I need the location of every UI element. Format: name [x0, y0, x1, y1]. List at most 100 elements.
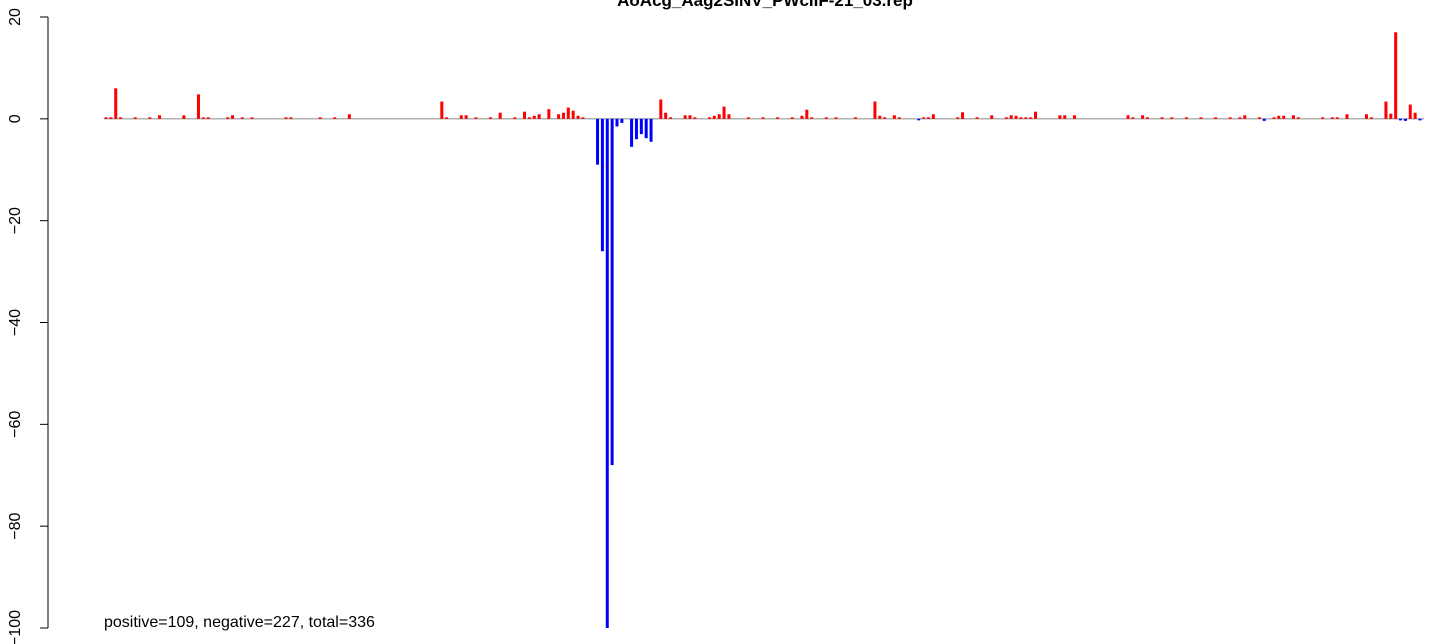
positive-bar [347, 114, 351, 119]
positive-bar [464, 115, 468, 119]
positive-bar [1282, 115, 1286, 119]
positive-bar [1277, 115, 1281, 119]
positive-bar [1364, 114, 1368, 119]
positive-bar [990, 115, 994, 119]
negative-bar [634, 118, 638, 140]
positive-bar [883, 117, 887, 119]
negative-bar [620, 118, 624, 123]
negative-bar [1403, 118, 1407, 121]
positive-bar [318, 117, 322, 119]
positive-bar [1330, 117, 1334, 119]
positive-bar [250, 117, 254, 119]
positive-bar [1413, 112, 1417, 119]
positive-bar [1184, 117, 1188, 119]
positive-bar [459, 115, 463, 119]
positive-bar [975, 117, 979, 119]
positive-bar [1257, 117, 1261, 119]
positive-bar [1009, 115, 1013, 119]
negative-bar [639, 118, 643, 135]
positive-bar [440, 101, 444, 119]
positive-bar [119, 117, 123, 119]
positive-bar [800, 115, 804, 119]
positive-bar [1014, 115, 1018, 119]
positive-bar [289, 117, 293, 119]
count-summary: positive=109, negative=227, total=336 [104, 614, 375, 631]
positive-bar [182, 115, 186, 119]
positive-bar [1214, 117, 1218, 119]
positive-bar [931, 114, 935, 119]
negative-bar [1262, 118, 1266, 121]
positive-bar [853, 117, 857, 119]
positive-bar [566, 107, 570, 119]
positive-bar [1170, 117, 1174, 119]
y-tick-label: −100 [7, 610, 24, 644]
positive-bar [109, 117, 113, 119]
positive-bar [1141, 115, 1145, 119]
positive-bar [206, 117, 210, 119]
y-tick-label: −40 [7, 309, 24, 336]
y-tick-label: −80 [7, 512, 24, 539]
y-tick-label: −60 [7, 411, 24, 438]
positive-bar [445, 117, 449, 119]
positive-bar [333, 117, 337, 119]
positive-bar [104, 117, 108, 119]
positive-bar [1296, 117, 1300, 119]
negative-bar [600, 118, 604, 252]
positive-bar [1238, 117, 1242, 119]
positive-bar [1389, 113, 1393, 119]
positive-bar [961, 112, 965, 119]
positive-bar [790, 117, 794, 119]
positive-bar [537, 114, 541, 119]
positive-bar [498, 112, 502, 119]
positive-bar [114, 88, 118, 119]
positive-bar [776, 117, 780, 119]
positive-bar [576, 115, 580, 119]
negative-bar [649, 118, 653, 142]
positive-bar [1291, 115, 1295, 119]
positive-bar [513, 117, 517, 119]
positive-bar [527, 117, 531, 119]
positive-bar [1024, 117, 1028, 119]
positive-bar [581, 117, 585, 119]
positive-bar [683, 115, 687, 119]
positive-bar [712, 115, 716, 119]
positive-bar [892, 115, 896, 119]
positive-bar [873, 101, 877, 119]
positive-bar [1004, 117, 1008, 119]
positive-bar [1321, 117, 1325, 119]
positive-bar [878, 115, 882, 119]
positive-bar [196, 94, 200, 119]
positive-bar [1335, 117, 1339, 119]
positive-bar [1369, 117, 1373, 119]
positive-bar [1243, 115, 1247, 119]
positive-bar [805, 109, 809, 119]
positive-bar [717, 114, 721, 119]
positive-bar [664, 112, 668, 119]
negative-bar [615, 118, 619, 127]
negative-bar [596, 118, 600, 165]
positive-bar [727, 114, 731, 119]
positive-bar [561, 112, 565, 119]
positive-bar [669, 117, 673, 119]
positive-bar [488, 117, 492, 119]
positive-bar [1019, 117, 1023, 119]
positive-bar [1072, 115, 1076, 119]
positive-bar [523, 111, 527, 119]
positive-bar [1272, 117, 1276, 119]
negative-bar [610, 118, 614, 466]
positive-bar [922, 117, 926, 119]
positive-bar [1126, 115, 1130, 119]
y-tick-label: 0 [7, 114, 24, 123]
positive-bar [231, 115, 235, 119]
positive-bar [1384, 101, 1388, 119]
positive-bar [148, 117, 152, 119]
positive-bar [474, 117, 478, 119]
positive-bar [1034, 111, 1038, 119]
positive-bar [1160, 117, 1164, 119]
negative-bar [917, 118, 921, 121]
negative-bar [644, 118, 648, 139]
positive-bar [707, 117, 711, 119]
positive-bar [693, 117, 697, 119]
positive-bar [824, 117, 828, 119]
negative-bar [1418, 118, 1422, 121]
